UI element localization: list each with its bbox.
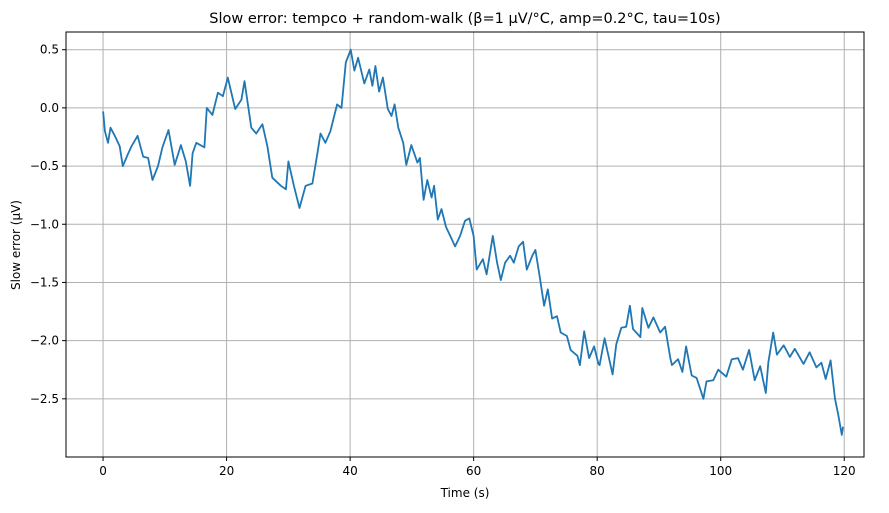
x-axis: 0 20 40 60 80 100 120: [99, 457, 856, 478]
y-tick-label: 0.0: [40, 101, 59, 115]
chart-title: Slow error: tempco + random-walk (β=1 μV…: [209, 11, 720, 27]
y-axis: 0.5 0.0 −0.5 −1.0 −1.5 −2.0 −2.5: [30, 43, 66, 406]
x-tick-label: 100: [709, 464, 732, 478]
x-tick-label: 40: [342, 464, 357, 478]
y-axis-label: Slow error (μV): [9, 200, 23, 290]
x-tick-label: 120: [833, 464, 856, 478]
x-axis-label: Time (s): [440, 486, 490, 500]
y-tick-label: −2.0: [30, 334, 59, 348]
series-line: [102, 48, 844, 436]
x-tick-label: 60: [466, 464, 481, 478]
x-tick-label: 80: [590, 464, 605, 478]
grid: [66, 32, 864, 457]
y-tick-label: 0.5: [40, 43, 59, 57]
x-tick-label: 20: [219, 464, 234, 478]
axes-frame: [65, 31, 865, 458]
y-tick-label: −0.5: [30, 159, 59, 173]
y-tick-label: −1.5: [30, 275, 59, 289]
series-layer: [102, 48, 844, 436]
x-tick-label: 0: [99, 464, 107, 478]
y-tick-label: −1.0: [30, 217, 59, 231]
y-tick-label: −2.5: [30, 392, 59, 406]
